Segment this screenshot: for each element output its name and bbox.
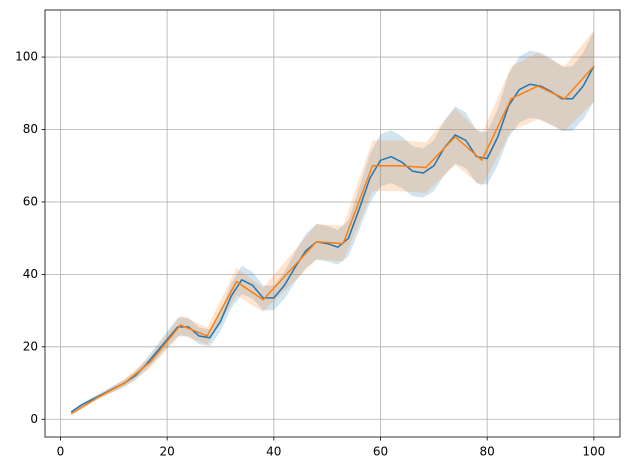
x-tick-label: 100 — [582, 445, 605, 459]
x-tick-label: 0 — [57, 445, 65, 459]
line — [70, 65, 595, 413]
y-tick-label: 100 — [15, 50, 38, 64]
x-tick-label: 20 — [160, 445, 175, 459]
y-tick-label: 80 — [23, 122, 38, 136]
plot-frame — [44, 9, 621, 438]
line — [70, 65, 595, 415]
error-band — [71, 30, 594, 415]
x-tick-label: 60 — [373, 445, 388, 459]
x-tick-label: 40 — [266, 445, 281, 459]
y-tick-label: 0 — [30, 412, 38, 426]
y-tick-label: 40 — [23, 267, 38, 281]
y-tick-label: 20 — [23, 339, 38, 353]
y-tick-label: 60 — [23, 194, 38, 208]
x-tick-label: 80 — [480, 445, 495, 459]
error-band — [71, 30, 594, 413]
